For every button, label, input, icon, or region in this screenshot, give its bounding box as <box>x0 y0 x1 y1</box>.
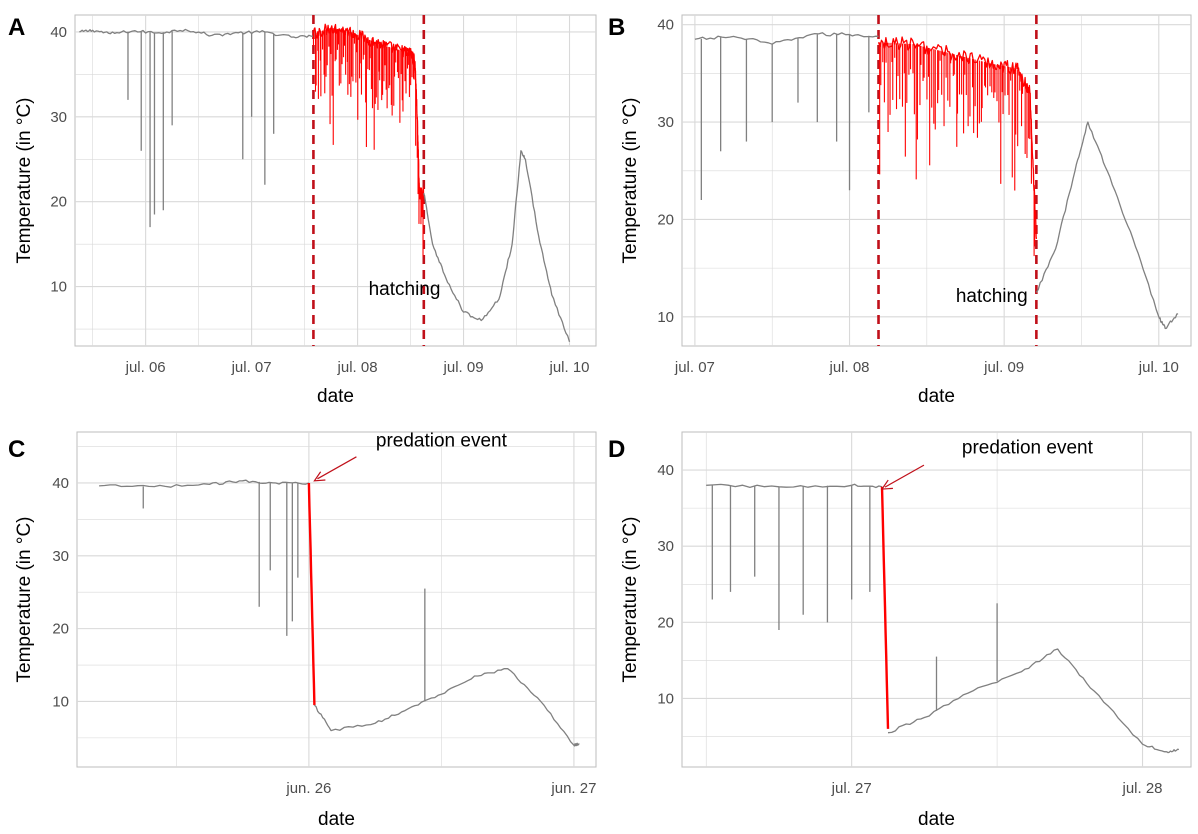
temperature-series <box>694 32 1179 330</box>
x-tick-label: jul. 08 <box>829 359 870 376</box>
series-line-baseline <box>694 32 879 45</box>
temperature-dips <box>711 485 998 711</box>
series-line-before <box>706 483 883 489</box>
gridlines <box>77 432 596 767</box>
annotation-text: predation event <box>962 437 1094 458</box>
series-line-event <box>880 486 890 729</box>
y-tick-label: 20 <box>50 194 67 211</box>
y-tick-labels: 10 20 30 40 <box>50 24 67 296</box>
x-tick-labels: jun. 26 jun. 27 <box>285 780 596 797</box>
hatching-boundary-lines <box>312 15 426 346</box>
annotation-text: hatching <box>369 279 441 300</box>
y-axis-title: Temperature (in °C) <box>14 98 35 264</box>
x-tick-label: jul. 07 <box>231 359 272 376</box>
x-tick-label: jul. 10 <box>548 359 589 376</box>
x-tick-labels: jul. 06 jul. 07 jul. 08 jul. 09 jul. 10 <box>125 359 590 376</box>
annotation-text: hatching <box>956 286 1028 307</box>
series-line-before <box>99 479 310 488</box>
panel-letter: D <box>608 436 625 463</box>
temperature-series <box>99 479 580 747</box>
panel-a: A jul. 06 jul. 07 jul. 08 jul. 09 jul. 10 10… <box>8 14 597 407</box>
panel-letter: C <box>8 436 25 463</box>
temperature-dips <box>700 34 870 200</box>
y-tick-label: 10 <box>52 693 69 710</box>
plot-area <box>681 14 1192 347</box>
plot-area <box>681 431 1192 768</box>
y-tick-label: 30 <box>52 548 69 565</box>
arrow-shaft <box>317 456 357 480</box>
plot-area <box>74 14 597 347</box>
y-tick-label: 40 <box>52 475 69 492</box>
x-tick-label: jul. 27 <box>831 780 872 797</box>
x-tick-label: jul. 09 <box>443 359 484 376</box>
gridlines <box>682 15 1191 346</box>
panel-c: C jun. 26 jun. 27 10 20 30 40 predation even… <box>8 431 597 830</box>
y-tick-labels: 10 20 30 40 <box>657 17 674 326</box>
x-axis-title: date <box>918 809 955 830</box>
y-tick-label: 40 <box>657 462 674 479</box>
y-tick-label: 10 <box>657 690 674 707</box>
y-tick-label: 20 <box>657 614 674 631</box>
y-tick-label: 30 <box>657 538 674 555</box>
predation-arrow <box>313 456 357 482</box>
temperature-series <box>79 23 571 342</box>
hatching-boundary-lines <box>877 15 1038 346</box>
y-tick-label: 40 <box>657 17 674 34</box>
x-tick-label: jul. 07 <box>674 359 715 376</box>
y-axis-title: Temperature (in °C) <box>620 517 641 683</box>
plot-area <box>76 431 597 768</box>
y-tick-label: 30 <box>50 109 67 126</box>
panel-b: B jul. 07 jul. 08 jul. 09 jul. 10 10203040 … <box>608 14 1192 407</box>
x-tick-label: jun. 26 <box>285 780 331 797</box>
x-tick-label: jun. 27 <box>550 780 596 797</box>
panel-letter: A <box>8 14 25 41</box>
x-axis-title: date <box>918 386 955 407</box>
temperature-dips <box>142 481 426 702</box>
temperature-dips <box>127 31 275 228</box>
y-axis-title: Temperature (in °C) <box>14 517 35 683</box>
panel-d: D jul. 27 jul. 28 10 20 30 40 predation even… <box>608 431 1192 830</box>
x-tick-labels: jul. 27 jul. 28 <box>831 780 1163 797</box>
series-line-event <box>307 482 316 706</box>
y-tick-label: 10 <box>657 309 674 326</box>
x-tick-labels: jul. 07 jul. 08 jul. 09 jul. 10 <box>674 359 1179 376</box>
y-tick-labels: 10 20 30 40 <box>52 475 69 710</box>
y-tick-label: 20 <box>52 621 69 638</box>
y-tick-labels: 10 20 30 40 <box>657 462 674 707</box>
series-line-after <box>887 648 1180 754</box>
x-tick-label: jul. 10 <box>1138 359 1179 376</box>
x-axis-title: date <box>318 809 355 830</box>
y-tick-label: 20 <box>657 211 674 228</box>
y-tick-label: 40 <box>50 24 67 41</box>
series-line-after <box>423 150 571 342</box>
y-tick-label: 30 <box>657 114 674 131</box>
series-line-baseline <box>79 28 314 39</box>
x-tick-label: jul. 06 <box>125 359 166 376</box>
arrow-head <box>880 479 893 490</box>
series-line-after <box>313 667 580 747</box>
predation-arrow <box>880 464 925 490</box>
series-line-after <box>1035 121 1179 330</box>
x-axis-title: date <box>317 386 354 407</box>
arrow-shaft <box>884 464 925 488</box>
panel-letter: B <box>608 14 625 41</box>
temperature-series <box>706 483 1180 754</box>
x-tick-label: jul. 28 <box>1122 780 1163 797</box>
arrow-head <box>313 471 326 482</box>
y-axis-title: Temperature (in °C) <box>620 98 641 264</box>
annotation-text: predation event <box>376 431 508 452</box>
x-tick-label: jul. 08 <box>337 359 378 376</box>
y-tick-label: 10 <box>50 279 67 296</box>
x-tick-label: jul. 09 <box>983 359 1024 376</box>
